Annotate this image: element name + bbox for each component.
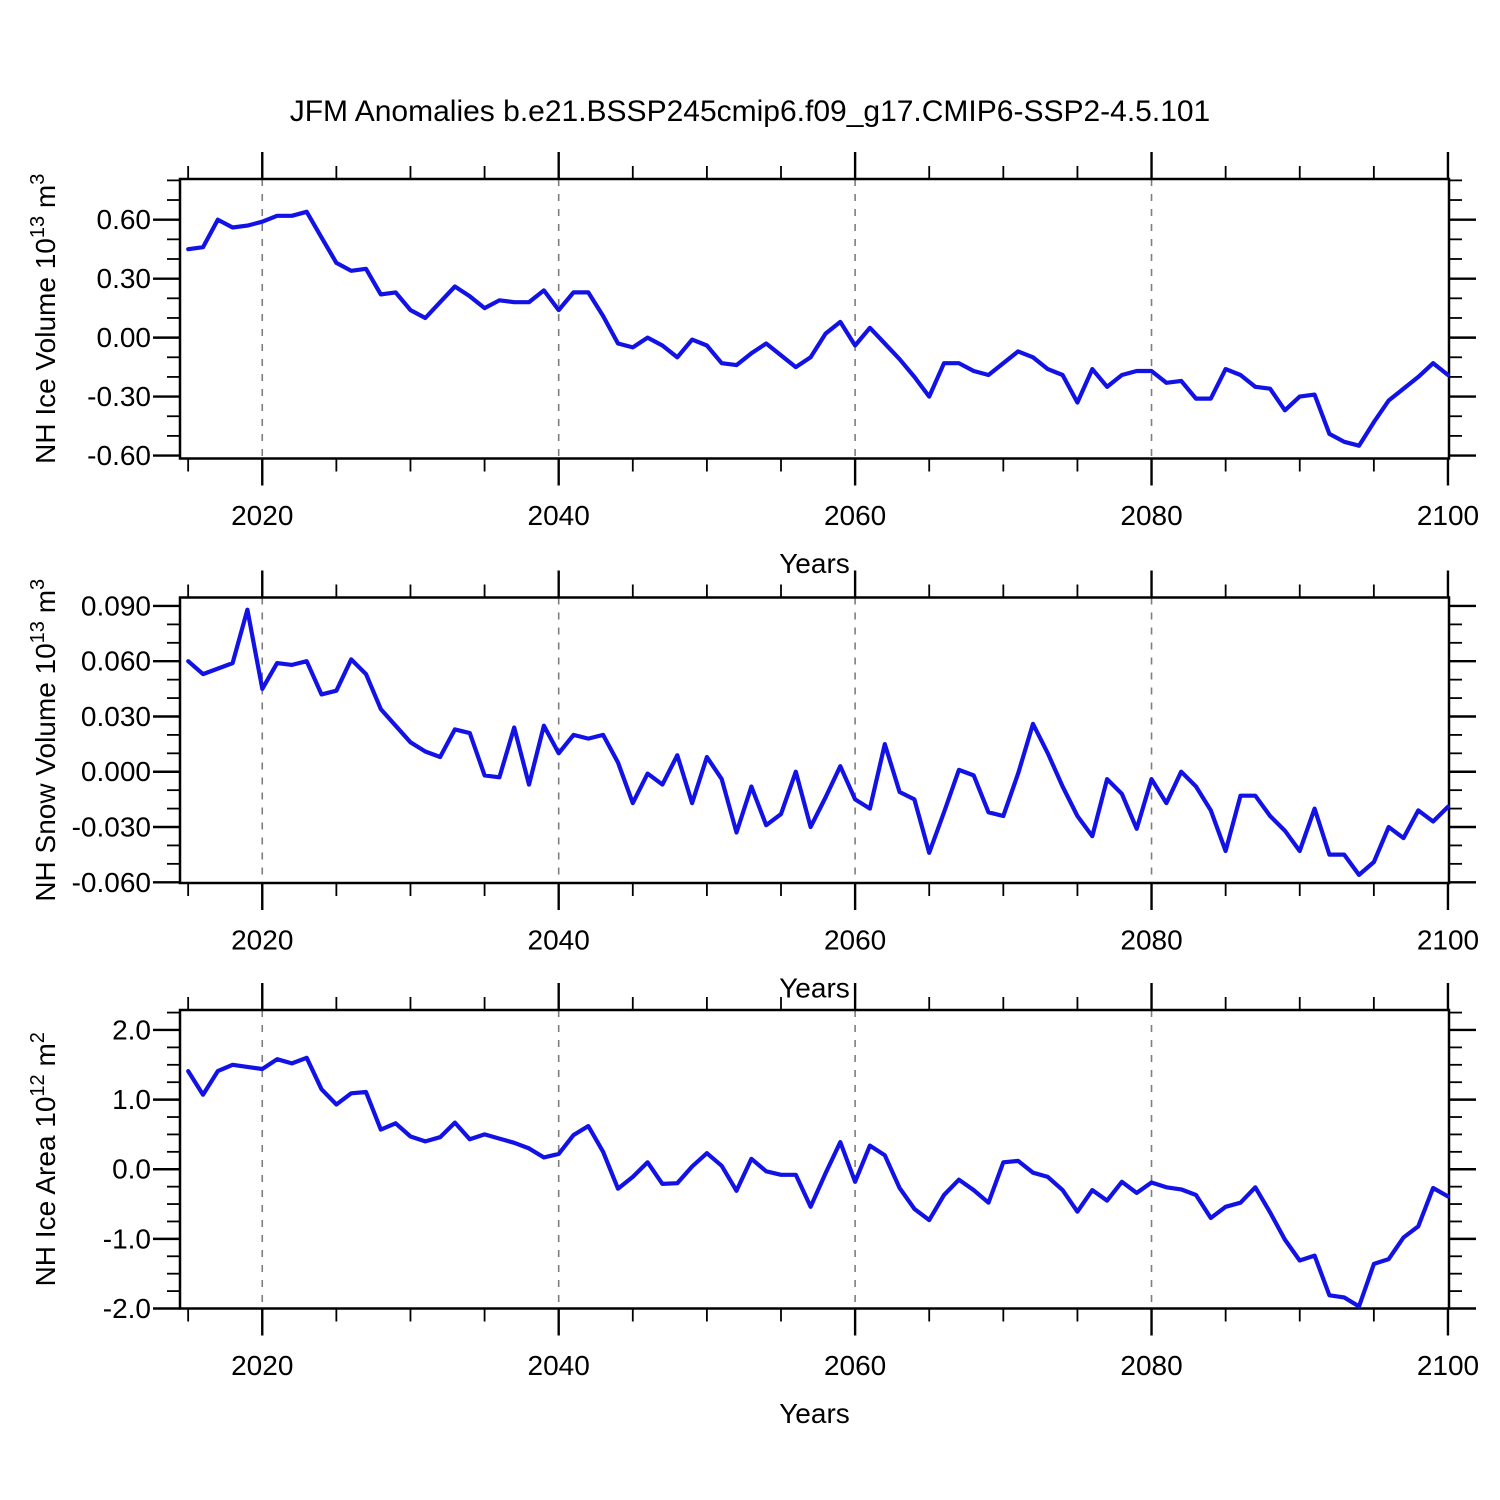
x-tick-label: 2080 bbox=[1120, 1350, 1182, 1381]
x-tick-label: 2060 bbox=[824, 925, 886, 956]
x-tick-label: 2060 bbox=[824, 1350, 886, 1381]
y-tick-label: 2.0 bbox=[112, 1014, 151, 1045]
y-tick-label: 0.000 bbox=[81, 756, 151, 787]
y-tick-label: -0.060 bbox=[72, 867, 151, 898]
y-tick-label: 0.060 bbox=[81, 646, 151, 677]
series-nh-ice-area bbox=[186, 1055, 1451, 1309]
y-tick-label: -0.30 bbox=[87, 381, 151, 412]
x-tick-label: 2020 bbox=[231, 500, 293, 531]
x-tick-label: 2100 bbox=[1417, 500, 1479, 531]
y-tick-label: -1.0 bbox=[103, 1223, 151, 1254]
x-tick-label: 2040 bbox=[528, 500, 590, 531]
series-nh-ice-volume bbox=[186, 209, 1451, 448]
y-tick-label: -0.030 bbox=[72, 812, 151, 843]
y-axis-title: NH Snow Volume 1013 m3 bbox=[27, 579, 61, 902]
panel-nh-ice-volume: 2020 2040 2060 2080 2100 -0.60 -0.30 0.00 0.30 0.… bbox=[27, 152, 1479, 579]
x-tick-label: 2060 bbox=[824, 500, 886, 531]
figure-title: JFM Anomalies b.e21.BSSP245cmip6.f09_g17… bbox=[289, 95, 1211, 128]
x-tick-label: 2020 bbox=[231, 925, 293, 956]
y-axis-title: NH Ice Volume 1013 m3 bbox=[27, 174, 61, 464]
x-axis-title: Years bbox=[779, 548, 850, 579]
y-axis-title: NH Ice Area 1012 m2 bbox=[27, 1032, 61, 1286]
y-tick-label: -0.60 bbox=[87, 440, 151, 471]
y-tick-label: 0.090 bbox=[81, 590, 151, 621]
y-tick-label: 1.0 bbox=[112, 1084, 151, 1115]
series-nh-snow-volume bbox=[186, 607, 1451, 878]
x-tick-label: 2020 bbox=[231, 1350, 293, 1381]
panel-nh-snow-volume: 2020 2040 2060 2080 2100 -0.060 -0.030 0.000 0.0… bbox=[27, 570, 1479, 1004]
panel-nh-ice-area: 2020 2040 2060 2080 2100 -2.0 -1.0 0.0 1.0 2.0 NH … bbox=[27, 983, 1479, 1429]
y-tick-label: 0.030 bbox=[81, 701, 151, 732]
x-tick-label: 2040 bbox=[528, 925, 590, 956]
y-tick-label: 0.0 bbox=[112, 1154, 151, 1185]
x-tick-label: 2080 bbox=[1120, 500, 1182, 531]
x-tick-label: 2100 bbox=[1417, 925, 1479, 956]
x-tick-label: 2040 bbox=[528, 1350, 590, 1381]
y-tick-label: -2.0 bbox=[103, 1293, 151, 1324]
y-tick-label: 0.00 bbox=[97, 322, 152, 353]
x-axis-title: Years bbox=[779, 1398, 850, 1429]
y-tick-label: 0.30 bbox=[97, 263, 152, 294]
x-tick-label: 2080 bbox=[1120, 925, 1182, 956]
x-tick-label: 2100 bbox=[1417, 1350, 1479, 1381]
y-tick-label: 0.60 bbox=[97, 204, 152, 235]
x-axis-title: Years bbox=[779, 973, 850, 1004]
